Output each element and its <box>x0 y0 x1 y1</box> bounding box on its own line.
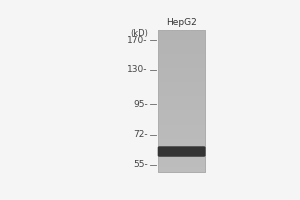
Bar <box>158 77 205 82</box>
Bar <box>158 58 205 63</box>
Bar <box>158 30 205 172</box>
Bar <box>158 153 205 158</box>
Bar <box>158 96 205 101</box>
Text: 95-: 95- <box>133 100 148 109</box>
Bar <box>158 53 205 58</box>
Bar <box>158 105 205 110</box>
Bar <box>158 143 205 148</box>
Bar <box>158 49 205 54</box>
Text: 130-: 130- <box>128 65 148 74</box>
Text: HepG2: HepG2 <box>166 18 197 27</box>
Bar <box>158 162 205 167</box>
Bar <box>158 124 205 129</box>
Bar <box>158 30 205 35</box>
Text: 72-: 72- <box>133 130 148 139</box>
Bar <box>158 115 205 120</box>
Text: (kD): (kD) <box>130 29 148 38</box>
Bar <box>158 72 205 77</box>
Bar <box>158 148 205 153</box>
Bar <box>158 68 205 73</box>
Bar <box>158 44 205 49</box>
Bar <box>158 87 205 92</box>
Bar <box>158 120 205 125</box>
Bar <box>158 82 205 87</box>
Text: 170-: 170- <box>128 36 148 45</box>
Bar <box>158 63 205 68</box>
Text: 55-: 55- <box>133 160 148 169</box>
Bar <box>158 138 205 144</box>
FancyBboxPatch shape <box>158 146 206 157</box>
Bar <box>158 129 205 134</box>
Bar <box>158 30 205 172</box>
Bar <box>158 91 205 96</box>
Bar <box>158 39 205 44</box>
Bar <box>158 157 205 162</box>
Bar <box>158 35 205 40</box>
Bar <box>158 134 205 139</box>
Bar <box>158 101 205 106</box>
Bar <box>158 110 205 115</box>
Bar <box>158 167 205 172</box>
